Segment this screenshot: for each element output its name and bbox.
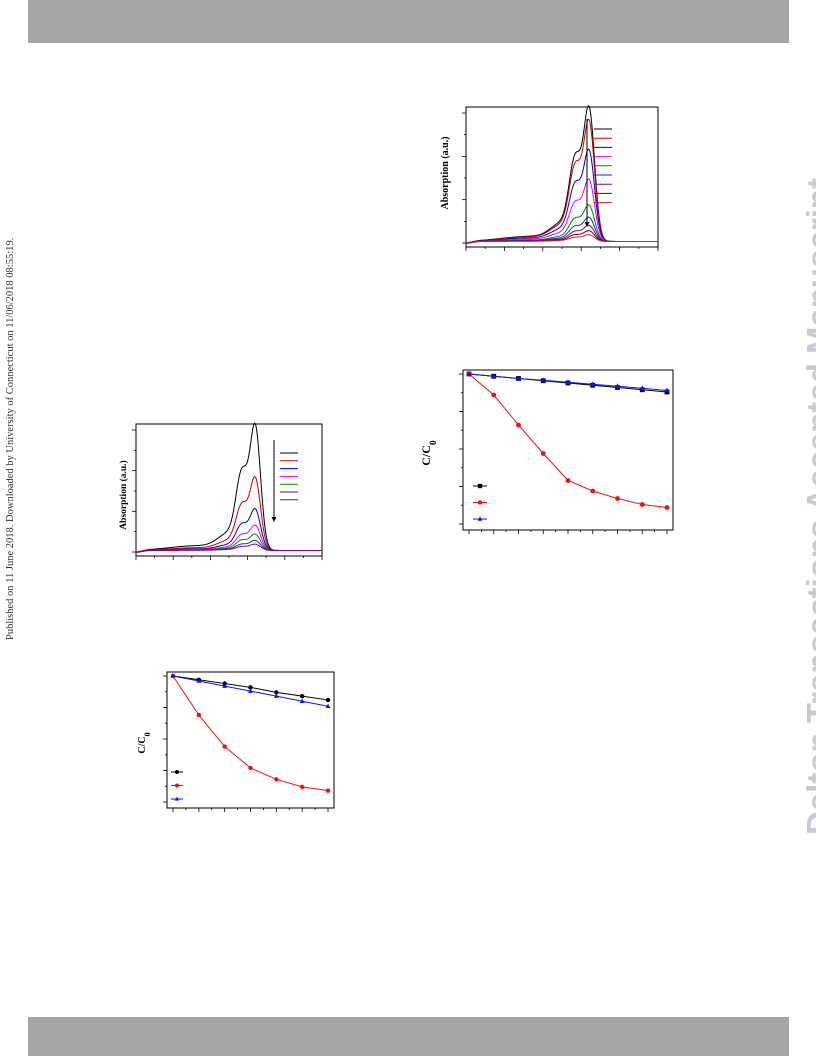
data-point	[565, 379, 571, 385]
data-point	[477, 483, 483, 489]
data-point	[565, 478, 571, 483]
legend	[171, 770, 183, 801]
data-point	[248, 765, 253, 771]
data-point	[639, 385, 645, 391]
y-axis-label: Absorption (a.u.)	[118, 460, 129, 529]
data-point	[248, 685, 253, 690]
axis-ticks	[462, 112, 659, 251]
data-point	[222, 683, 228, 688]
plot-frame	[135, 423, 323, 557]
data-point	[175, 770, 179, 774]
legend	[280, 452, 298, 501]
data-point	[174, 796, 180, 801]
data-point	[590, 381, 596, 387]
data-point	[466, 371, 472, 376]
kinetic-curves	[466, 371, 670, 510]
axis-ticks	[132, 429, 323, 560]
decrease-arrow	[271, 440, 277, 522]
kinetics-chart-left: C/C0	[137, 671, 335, 812]
decrease-arrow	[584, 119, 590, 227]
spectra-curves	[135, 422, 322, 553]
data-point	[325, 788, 331, 793]
data-point	[491, 373, 497, 379]
spectra-curves	[465, 104, 658, 244]
axis-ticks	[163, 675, 329, 812]
data-point	[590, 488, 596, 494]
data-point	[196, 712, 202, 718]
data-point	[614, 383, 621, 389]
spectrum-line	[465, 148, 658, 244]
kinetics-chart-right: C/C0	[419, 369, 674, 534]
data-point	[491, 392, 497, 398]
spectrum-line	[465, 104, 658, 244]
y-axis-title: Absorption (a.u.)	[440, 136, 451, 209]
header-bar	[28, 0, 789, 43]
data-point	[639, 502, 645, 507]
data-point	[274, 777, 279, 782]
kinetic-curves	[170, 673, 331, 793]
series-line	[172, 675, 329, 792]
data-point	[615, 496, 620, 501]
spectrum-line	[465, 178, 658, 244]
spectrum-line	[135, 475, 322, 553]
data-point	[515, 375, 522, 381]
absorption-chart-left: Absorption (a.u.)	[118, 422, 323, 560]
watermark: Dalton Transactions Accepted Manuscript	[800, 177, 816, 835]
data-point	[273, 693, 279, 698]
absorption-chart-right: Absorption (a.u.)	[440, 104, 659, 251]
axis-ticks	[459, 373, 668, 534]
data-point	[325, 697, 331, 703]
data-point	[248, 688, 253, 693]
data-point	[274, 690, 279, 695]
data-point	[299, 698, 305, 703]
data-point	[299, 784, 305, 790]
data-point	[664, 505, 670, 510]
spectrum-line	[135, 422, 322, 553]
data-point	[540, 451, 546, 456]
data-point	[540, 377, 546, 383]
series-line	[468, 373, 668, 508]
data-point	[170, 673, 176, 678]
data-point	[222, 744, 227, 749]
data-point	[664, 387, 670, 393]
data-point	[477, 516, 483, 521]
y-axis-title: C/C0	[137, 732, 152, 753]
y-axis-title: Absorption (a.u.)	[118, 460, 129, 529]
data-point	[477, 500, 483, 505]
data-point	[196, 678, 202, 683]
spectrum-line	[465, 234, 658, 244]
data-point	[175, 783, 179, 788]
y-axis-title: C/C0	[419, 440, 439, 466]
footer-bar	[28, 1017, 789, 1056]
data-point	[299, 693, 305, 699]
legend	[473, 483, 487, 521]
legend	[594, 128, 612, 204]
data-point	[325, 703, 331, 708]
data-point	[516, 422, 521, 428]
spectrum-line	[135, 543, 322, 553]
plot-frame	[465, 106, 659, 248]
